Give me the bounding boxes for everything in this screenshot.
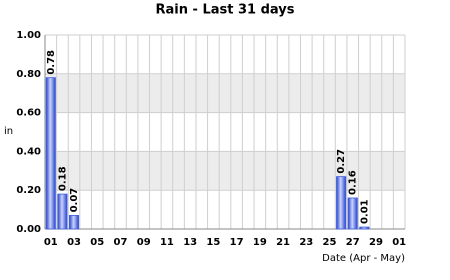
x-tick-label: 19 <box>253 237 267 248</box>
bar <box>336 176 347 230</box>
grid-band <box>45 73 405 113</box>
x-tick-label: 11 <box>160 237 174 248</box>
x-tick-label: 07 <box>114 237 128 248</box>
value-label: 0.16 <box>348 170 359 195</box>
chart-title: Rain - Last 31 days <box>156 3 295 18</box>
x-axis-label: Date (Apr - May) <box>322 253 405 264</box>
x-tick-label: 01 <box>44 237 58 248</box>
value-label: 0.18 <box>57 166 68 191</box>
x-tick-label: 27 <box>346 237 360 248</box>
y-tick-label: 1.00 <box>16 30 41 41</box>
value-label: 0.01 <box>359 199 370 224</box>
y-tick-label: 0.20 <box>16 185 41 196</box>
x-tick-label: 29 <box>369 237 383 248</box>
x-tick-label: 15 <box>206 237 220 248</box>
bar <box>45 77 56 230</box>
bar <box>359 226 370 230</box>
y-tick-label: 0.80 <box>16 69 41 80</box>
bar <box>68 215 80 230</box>
x-tick-label: 21 <box>276 237 290 248</box>
y-tick-label: 0.40 <box>16 146 41 157</box>
value-label: 0.07 <box>69 188 80 213</box>
x-tick-label: 09 <box>137 237 151 248</box>
x-tick-label: 25 <box>323 237 337 248</box>
value-label: 0.27 <box>336 149 347 174</box>
y-tick-label: 0.60 <box>16 108 41 119</box>
x-tick-label: 05 <box>90 237 104 248</box>
y-tick-label: 0.00 <box>16 224 41 235</box>
x-tick-label: 23 <box>299 237 313 248</box>
bar <box>57 193 68 230</box>
y-axis-label: in <box>4 126 13 137</box>
x-tick-label: 01 <box>392 237 406 248</box>
x-tick-label: 03 <box>67 237 81 248</box>
x-tick-label: 17 <box>230 237 244 248</box>
x-tick-label: 13 <box>183 237 197 248</box>
bar <box>347 197 358 230</box>
value-label: 0.78 <box>46 50 57 75</box>
